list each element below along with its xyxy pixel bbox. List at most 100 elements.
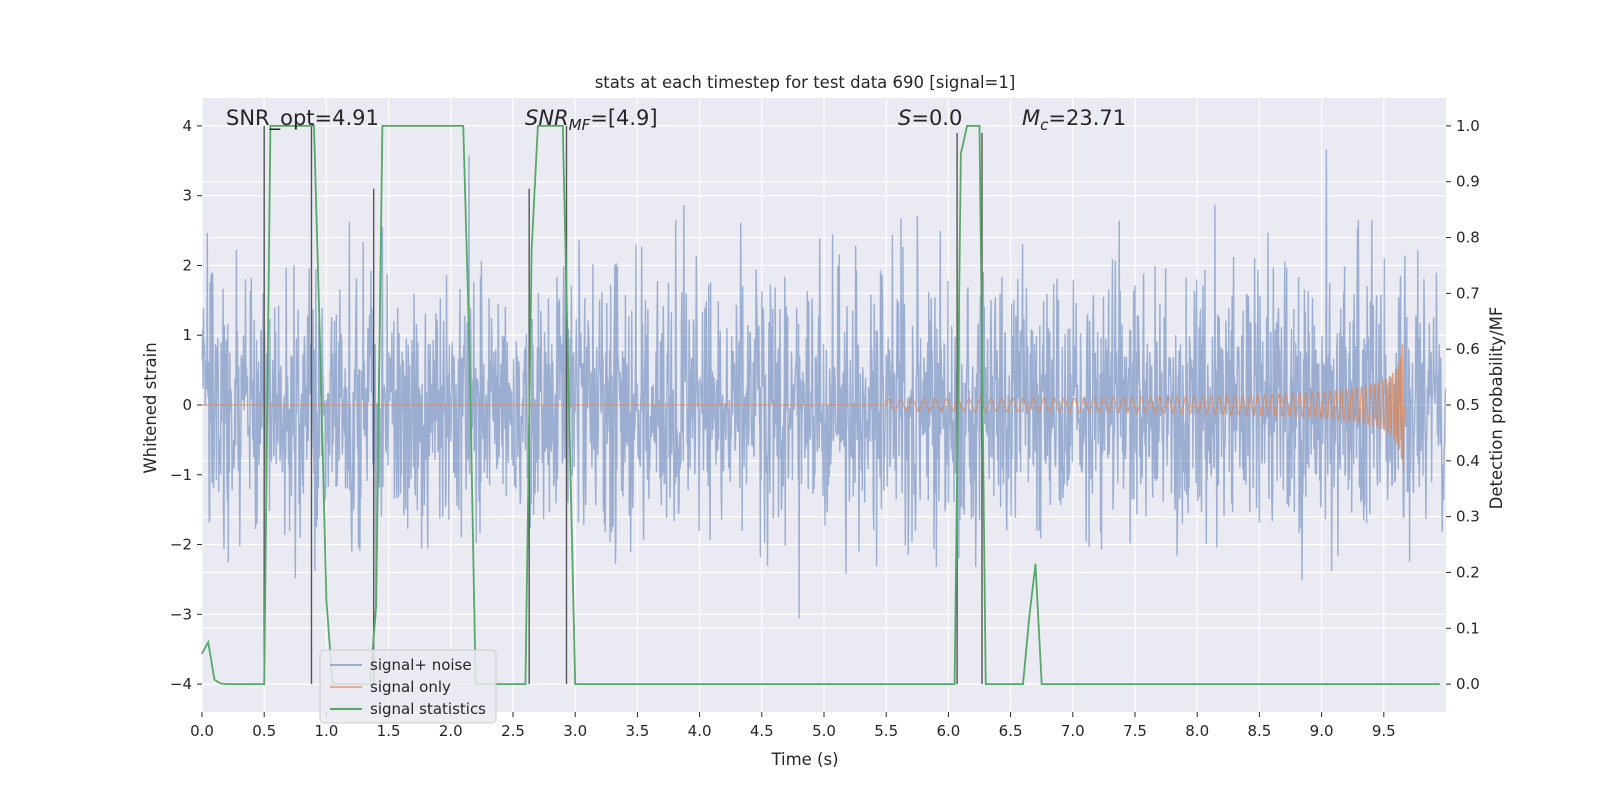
signal-statistics-point <box>1022 683 1024 685</box>
signal-statistics-point <box>232 683 234 685</box>
y2-tick-label: 0.6 <box>1456 340 1480 358</box>
signal-statistics-point <box>462 125 464 127</box>
signal-statistics-point <box>375 605 377 607</box>
x-tick-label: 7.5 <box>1123 722 1147 740</box>
y-tick-label: −2 <box>170 536 192 554</box>
x-tick-label: 9.0 <box>1310 722 1334 740</box>
signal-statistics-point <box>419 125 421 127</box>
signal-statistics-point <box>1034 563 1037 565</box>
signal-statistics-point <box>294 125 296 127</box>
annotation-mc-value: =23.71 <box>1048 106 1126 130</box>
signal-only-line <box>202 344 1406 474</box>
y2-tick-label: 0.0 <box>1456 675 1480 693</box>
x-tick-label: 0.0 <box>190 722 214 740</box>
x-tick-label: 1.5 <box>377 722 401 740</box>
x-tick-label: 4.0 <box>688 722 712 740</box>
signal-statistics-point <box>954 683 956 685</box>
signal-statistics-point <box>985 683 987 685</box>
y2-tick-label: 0.1 <box>1456 619 1480 637</box>
x-tick-label: 6.0 <box>936 722 960 740</box>
signal-statistics-point <box>412 125 415 127</box>
x-tick-label: 3.0 <box>563 722 587 740</box>
annotation-mc-main: M <box>1022 106 1040 130</box>
annotation-s: S=0.0 <box>898 106 962 130</box>
y2-tick-label: 0.5 <box>1456 396 1480 414</box>
y2-tick-label: 1.0 <box>1456 117 1480 135</box>
signal-statistics-point <box>443 125 446 127</box>
annotation-snr-mf-main: SNR <box>525 106 569 130</box>
signal-statistics-point <box>1010 683 1012 685</box>
signal-statistics-point <box>978 125 981 127</box>
legend-label-signal-noise: signal+ noise <box>370 656 472 674</box>
y-tick-label: 3 <box>182 187 192 205</box>
signal-statistics-point <box>960 153 962 155</box>
y-axis-label: Whitened strain <box>141 342 160 473</box>
signal-statistics-point <box>562 125 564 127</box>
signal-statistics-point <box>381 125 383 127</box>
signal-statistics-point <box>1041 683 1043 685</box>
signal-statistics-point <box>499 683 502 685</box>
signal-statistics-point <box>506 683 508 685</box>
signal-statistics-point <box>518 683 520 685</box>
y-tick-label: 1 <box>182 326 192 344</box>
signal-statistics-point <box>437 125 439 127</box>
y-tick-label: −4 <box>170 675 192 693</box>
x-tick-label: 8.5 <box>1247 722 1271 740</box>
signal-statistics-point <box>537 125 539 127</box>
axes: 0.0 0.5 1.0 1.5 2.0 2.5 3.0 3.5 4.0 4.5 5.0 5.5 6.0 6… <box>170 117 1480 740</box>
signal-statistics-point <box>431 125 433 127</box>
signal-statistics-point <box>394 125 396 127</box>
annotation-snr-mf-value: =[4.9] <box>590 106 657 130</box>
annotation-s-main: S <box>898 106 911 130</box>
signal-statistics-point <box>991 683 993 685</box>
y2-tick-label: 0.7 <box>1456 284 1480 302</box>
y-tick-label: 2 <box>182 256 192 274</box>
signal-statistics-point <box>761 683 763 685</box>
signal-statistics-point <box>947 683 950 685</box>
signal-statistics-point <box>406 125 408 127</box>
signal-statistics-point <box>288 125 290 127</box>
x-tick-label: 6.5 <box>999 722 1023 740</box>
signal-statistics-point <box>1028 616 1030 618</box>
signal-statistics-point <box>823 683 825 685</box>
signal-statistics-point <box>213 679 216 681</box>
y2-tick-label: 0.3 <box>1456 508 1480 526</box>
x-tick-label: 2.5 <box>501 722 525 740</box>
signal-statistics-point <box>997 683 999 685</box>
annotation-mc-sub: c <box>1040 116 1049 134</box>
signal-noise-line <box>201 149 1447 619</box>
signal-statistics-point <box>450 125 452 127</box>
y2-axis-label: Detection probability/MF <box>1487 307 1506 510</box>
annotation-mc: Mc=23.71 <box>1022 106 1126 134</box>
y-tick-label: −1 <box>170 466 192 484</box>
signal-noise-series <box>201 149 1447 619</box>
legend-box <box>319 649 497 724</box>
x-tick-label: 5.5 <box>874 722 898 740</box>
signal-statistics-point <box>207 641 209 643</box>
signal-statistics-point <box>325 599 327 601</box>
signal-statistics-point <box>699 683 701 685</box>
signal-statistics-point <box>300 125 303 127</box>
annotation-snr-opt: SNR_opt=4.91 <box>226 106 379 131</box>
signal-statistics-point <box>1258 683 1260 685</box>
chart-title: stats at each timestep for test data 690… <box>595 73 1016 92</box>
signal-statistics-point <box>244 683 247 685</box>
signal-statistics-point <box>972 125 974 127</box>
signal-statistics-point <box>555 125 558 127</box>
x-tick-label: 9.5 <box>1372 722 1396 740</box>
legend-label-signal-only: signal only <box>370 678 451 696</box>
signal-statistics-point <box>1383 683 1385 685</box>
signal-statistics-point <box>220 682 222 685</box>
signal-statistics-point <box>636 683 639 685</box>
signal-statistics-point <box>226 683 228 685</box>
signal-statistics-point <box>276 125 278 127</box>
signal-only-series <box>202 344 1406 474</box>
signal-statistics-point <box>1016 683 1018 685</box>
signal-statistics-point <box>269 125 272 127</box>
x-tick-label: 5.0 <box>812 722 836 740</box>
signal-statistics-point <box>512 683 514 685</box>
x-tick-label: 8.0 <box>1185 722 1209 740</box>
x-tick-label: 4.5 <box>750 722 774 740</box>
x-tick-label: 2.0 <box>439 722 463 740</box>
signal-statistics-point <box>263 683 265 685</box>
